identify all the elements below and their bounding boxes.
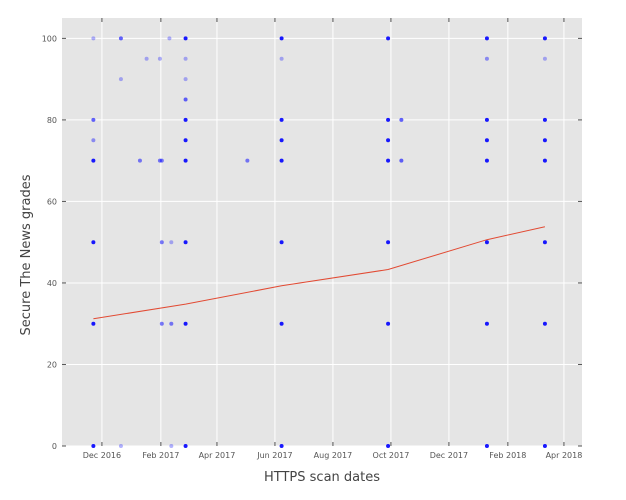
scatter-point [91,321,96,326]
scatter-point [279,56,284,61]
scatter-point [118,77,123,82]
scatter-point [542,240,547,245]
scatter-point [169,444,174,448]
scatter-point [183,117,188,122]
scatter-point [386,240,391,245]
scatter-point [183,36,188,41]
x-axis-title: HTTPS scan dates [264,470,380,485]
x-tick-label: Jun 2017 [256,451,292,460]
x-tick-label: Aug 2017 [314,451,353,460]
scatter-point [386,36,391,41]
x-tick-label: Feb 2018 [489,451,526,460]
x-tick-label: Feb 2017 [142,451,179,460]
y-tick-label: 100 [42,34,57,43]
grid-lines [62,18,582,447]
scatter-point [386,117,391,122]
scatter-point [484,56,489,61]
scatter-point [91,444,96,448]
x-tick-label: Oct 2017 [373,451,410,460]
scatter-point [279,444,284,448]
scatter-point [183,158,188,163]
scatter-point [399,117,404,122]
scatter-point [484,117,489,122]
y-tick-label: 20 [47,360,57,369]
scatter-point [137,158,142,163]
scatter-point [279,138,284,143]
scatter-point [118,444,123,448]
scatter-point [157,56,162,61]
scatter-point [386,138,391,143]
trend-line [93,226,546,320]
scatter-point [183,444,188,448]
scatter-point [167,36,172,41]
scatter-point [542,56,547,61]
scatter-point [91,138,96,143]
scatter-point [279,117,284,122]
scatter-point [183,321,188,326]
scatter-point [183,56,188,61]
scatter-point [279,321,284,326]
scatter-point [183,97,188,102]
scatter-point [91,158,96,163]
scatter-point [183,240,188,245]
x-tick-label: Apr 2017 [199,451,236,460]
scatter-point [279,158,284,163]
scatter-point [279,36,284,41]
scatter-point [386,444,391,448]
y-tick-label: 60 [47,197,57,206]
scatter-point [484,321,489,326]
scatter-point [183,77,188,82]
scatter-point [484,240,489,245]
scatter-point [484,36,489,41]
y-tick-label: 40 [47,279,57,288]
scatter-point [118,36,123,41]
y-tick-label: 0 [52,442,57,451]
scatter-point [542,158,547,163]
scatter-point [159,321,164,326]
scatter-point [484,158,489,163]
scatter-point [144,56,149,61]
scatter-point [542,444,547,448]
x-tick-label: Dec 2016 [83,451,121,460]
scatter-point [159,158,164,163]
y-tick-label: 80 [47,116,57,125]
trend-line-group [93,226,546,320]
data-points [91,36,547,448]
scatter-point [542,321,547,326]
scatter-point [169,240,174,245]
x-tick-label: Apr 2018 [546,451,583,460]
x-tick-label: Dec 2017 [430,451,468,460]
scatter-point [245,158,250,163]
scatter-point [91,36,96,41]
scatter-point [159,240,164,245]
axis-ticks: Dec 2016 Feb 2017 Apr 2017 Jun 2017 Aug 2017… [42,18,583,460]
scatter-point [399,158,404,163]
scatter-point [183,138,188,143]
scatter-point [542,36,547,41]
scatter-point [386,158,391,163]
scatter-point [542,138,547,143]
scatter-point [91,240,96,245]
scatter-point [484,444,489,448]
scatter-point [542,117,547,122]
scatter-point [386,321,391,326]
y-axis-title: Secure The News grades [19,174,34,335]
plot-background [62,18,582,446]
scatter-point [484,138,489,143]
scatter-point [169,321,174,326]
scatter-point [279,240,284,245]
scatter-point [91,117,96,122]
